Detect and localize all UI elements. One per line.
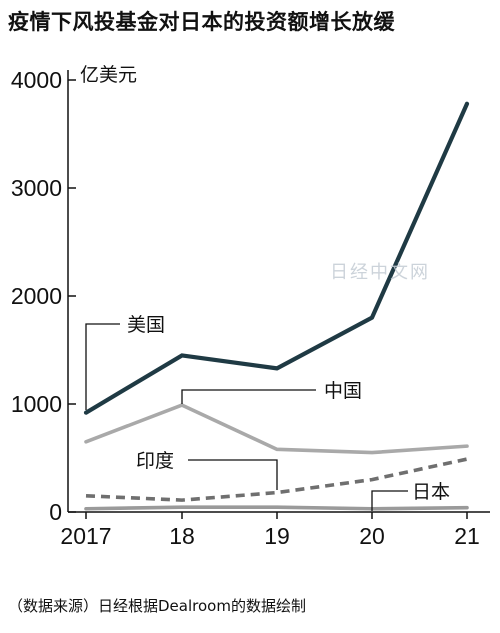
series-label-2: 印度: [136, 450, 174, 472]
y-ticks: 0 1000 2000 3000 4000: [11, 67, 76, 525]
series-label-3: 日本: [412, 481, 450, 503]
y-tick-label: 0: [49, 499, 62, 525]
leader-line-2: [188, 459, 278, 490]
watermark: 日经中文网: [330, 262, 430, 283]
series-line-3: [84, 505, 469, 511]
y-tick-label: 2000: [11, 283, 62, 309]
chart-title: 疫情下风投基金对日本的投资额增长放缓: [8, 10, 395, 34]
series-label-1: 中国: [324, 380, 362, 402]
leader-line-0: [85, 323, 120, 410]
leader-line-3: [371, 490, 408, 511]
x-tick-label: 2017: [60, 523, 111, 549]
source-note: （数据来源）日经根据Dealroom的数据绘制: [8, 597, 306, 615]
y-tick-label: 4000: [11, 67, 62, 93]
y-axis-label: 亿美元: [80, 64, 137, 86]
series-line-0: [83, 101, 470, 415]
x-tick-label: 18: [169, 523, 195, 549]
x-tick-label: 19: [264, 523, 290, 549]
x-ticks: 2017 18 19 20 21: [60, 512, 480, 549]
leader-line-1: [181, 389, 316, 404]
x-tick-label: 20: [359, 523, 385, 549]
y-tick-label: 1000: [11, 391, 62, 417]
series-label-0: 美国: [127, 314, 165, 336]
series-lines: [83, 101, 470, 511]
series-line-1: [84, 403, 469, 455]
axes: [67, 70, 490, 513]
series-line-2: [85, 457, 468, 502]
x-tick-label: 21: [454, 523, 480, 549]
y-tick-label: 3000: [11, 175, 62, 201]
